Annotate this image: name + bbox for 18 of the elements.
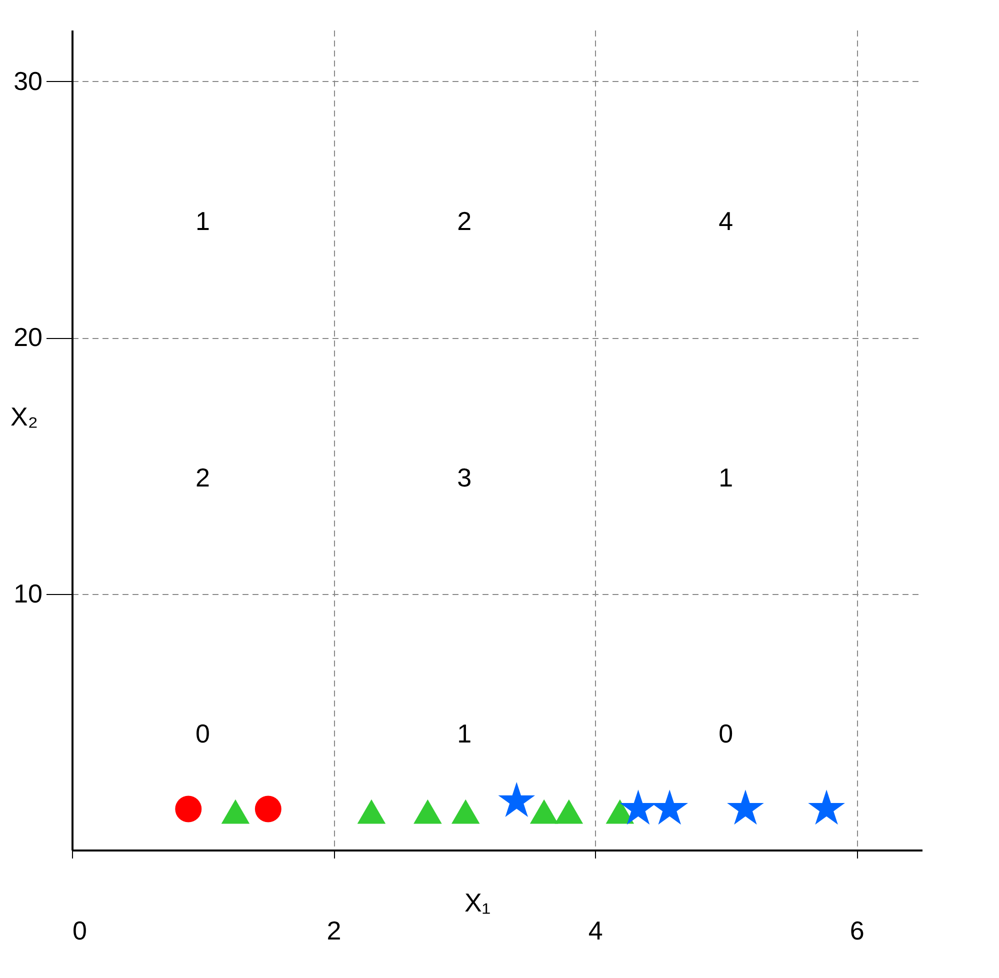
y-tick-label: 10 bbox=[14, 578, 42, 608]
x-tick-label: 6 bbox=[850, 916, 864, 946]
y-axis-title: X₂ bbox=[10, 402, 38, 432]
annotation: 3 bbox=[457, 462, 472, 492]
annotation: 1 bbox=[718, 462, 734, 492]
annotation: 2 bbox=[457, 206, 472, 236]
y-tick-label: 20 bbox=[14, 322, 42, 352]
annotation: 1 bbox=[196, 206, 210, 236]
annotation: 0 bbox=[196, 718, 210, 749]
annotation: 1 bbox=[457, 718, 472, 749]
x-tick-label: 2 bbox=[326, 916, 342, 946]
annotation: 2 bbox=[196, 462, 210, 492]
annotation: 4 bbox=[718, 206, 734, 236]
x-axis-title: X₁ bbox=[464, 888, 491, 918]
x-tick-label: 4 bbox=[588, 916, 603, 946]
annotation: 0 bbox=[718, 718, 734, 749]
x-tick-label: 0 bbox=[72, 916, 87, 946]
y-tick-label: 30 bbox=[14, 66, 42, 96]
